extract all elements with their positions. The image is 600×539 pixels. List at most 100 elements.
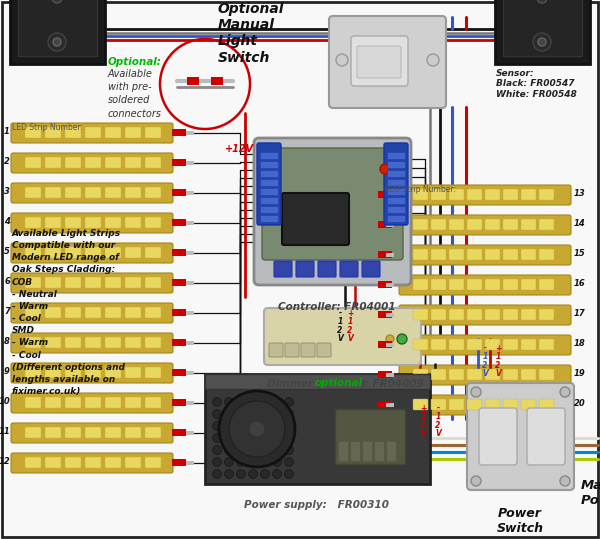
Bar xyxy=(378,341,392,348)
Circle shape xyxy=(533,33,551,51)
FancyBboxPatch shape xyxy=(282,193,349,245)
FancyBboxPatch shape xyxy=(25,457,41,468)
FancyBboxPatch shape xyxy=(254,138,411,285)
FancyBboxPatch shape xyxy=(485,189,500,200)
Bar xyxy=(386,313,394,316)
Text: Sensor:
Black: FR00547
White: FR00548: Sensor: Black: FR00547 White: FR00548 xyxy=(496,69,577,99)
FancyBboxPatch shape xyxy=(539,399,554,410)
FancyBboxPatch shape xyxy=(85,217,101,228)
Bar xyxy=(387,197,405,204)
FancyBboxPatch shape xyxy=(399,215,571,235)
Circle shape xyxy=(272,397,281,406)
FancyBboxPatch shape xyxy=(11,123,173,143)
Bar xyxy=(172,219,186,226)
Circle shape xyxy=(48,33,66,51)
FancyBboxPatch shape xyxy=(521,219,536,230)
FancyBboxPatch shape xyxy=(521,399,536,410)
FancyBboxPatch shape xyxy=(413,219,428,230)
FancyBboxPatch shape xyxy=(105,247,121,258)
FancyBboxPatch shape xyxy=(449,399,464,410)
Bar xyxy=(186,251,194,254)
FancyBboxPatch shape xyxy=(25,127,41,138)
Bar xyxy=(172,339,186,346)
FancyBboxPatch shape xyxy=(413,189,428,200)
Bar xyxy=(374,441,384,461)
FancyBboxPatch shape xyxy=(399,365,571,385)
FancyBboxPatch shape xyxy=(11,303,173,323)
Text: Optional:: Optional: xyxy=(108,57,162,67)
FancyBboxPatch shape xyxy=(65,217,81,228)
FancyBboxPatch shape xyxy=(269,343,283,357)
Circle shape xyxy=(248,433,257,443)
Bar xyxy=(260,161,278,168)
Circle shape xyxy=(260,433,269,443)
FancyBboxPatch shape xyxy=(85,397,101,408)
Circle shape xyxy=(224,458,233,466)
FancyBboxPatch shape xyxy=(449,339,464,350)
Text: 15: 15 xyxy=(574,250,586,259)
FancyBboxPatch shape xyxy=(467,399,482,410)
Bar xyxy=(186,130,194,135)
Circle shape xyxy=(260,421,269,431)
FancyBboxPatch shape xyxy=(449,309,464,320)
Bar xyxy=(386,252,394,257)
FancyBboxPatch shape xyxy=(503,369,518,380)
Text: Dimmer (: Dimmer ( xyxy=(267,378,321,388)
Bar xyxy=(386,223,394,226)
Text: 5: 5 xyxy=(4,247,10,257)
FancyBboxPatch shape xyxy=(145,457,161,468)
FancyBboxPatch shape xyxy=(11,243,173,263)
Bar xyxy=(387,179,405,186)
Bar xyxy=(172,129,186,136)
Circle shape xyxy=(272,458,281,466)
Text: 1: 1 xyxy=(4,128,10,136)
Circle shape xyxy=(538,38,546,46)
FancyBboxPatch shape xyxy=(351,36,408,86)
FancyBboxPatch shape xyxy=(105,307,121,318)
FancyBboxPatch shape xyxy=(45,247,61,258)
Bar xyxy=(387,188,405,195)
Bar xyxy=(378,191,392,198)
Text: Power supply:   FR00310: Power supply: FR00310 xyxy=(245,500,389,510)
FancyBboxPatch shape xyxy=(145,127,161,138)
FancyBboxPatch shape xyxy=(145,247,161,258)
Circle shape xyxy=(260,469,269,479)
Circle shape xyxy=(537,0,547,3)
Bar xyxy=(378,371,392,378)
FancyBboxPatch shape xyxy=(485,369,500,380)
Circle shape xyxy=(248,421,257,431)
Text: Controller: FR04001: Controller: FR04001 xyxy=(278,302,396,312)
Circle shape xyxy=(212,410,221,418)
Bar xyxy=(386,372,394,377)
Text: 2: 2 xyxy=(4,157,10,167)
FancyBboxPatch shape xyxy=(503,309,518,320)
FancyBboxPatch shape xyxy=(125,187,141,198)
FancyBboxPatch shape xyxy=(105,397,121,408)
FancyBboxPatch shape xyxy=(503,339,518,350)
Circle shape xyxy=(212,433,221,443)
Bar xyxy=(386,282,394,287)
Bar xyxy=(387,152,405,159)
Bar xyxy=(172,309,186,316)
FancyBboxPatch shape xyxy=(11,273,173,293)
FancyBboxPatch shape xyxy=(449,249,464,260)
Circle shape xyxy=(471,387,481,397)
Bar xyxy=(186,220,194,225)
FancyBboxPatch shape xyxy=(105,217,121,228)
Circle shape xyxy=(272,410,281,418)
Text: 9: 9 xyxy=(4,368,10,377)
FancyBboxPatch shape xyxy=(413,399,428,410)
FancyBboxPatch shape xyxy=(125,427,141,438)
FancyBboxPatch shape xyxy=(413,279,428,290)
FancyBboxPatch shape xyxy=(413,249,428,260)
FancyBboxPatch shape xyxy=(25,187,41,198)
FancyBboxPatch shape xyxy=(521,189,536,200)
Circle shape xyxy=(224,446,233,454)
FancyBboxPatch shape xyxy=(521,249,536,260)
Bar xyxy=(186,190,194,195)
FancyBboxPatch shape xyxy=(485,339,500,350)
FancyBboxPatch shape xyxy=(45,277,61,288)
FancyBboxPatch shape xyxy=(485,399,500,410)
FancyBboxPatch shape xyxy=(11,363,173,383)
Bar xyxy=(172,459,186,466)
